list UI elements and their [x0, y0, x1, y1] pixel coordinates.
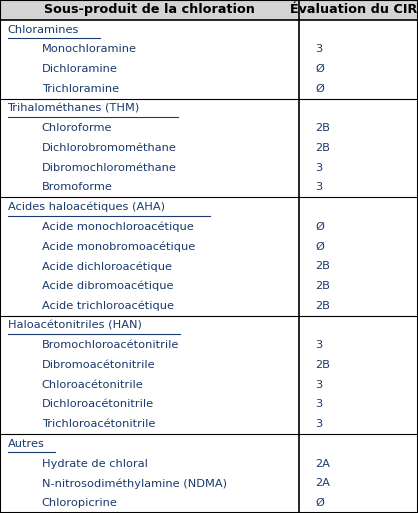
Bar [0, 375, 299, 394]
Bar [0, 40, 299, 59]
Bar [299, 434, 418, 454]
Bar [0, 454, 299, 473]
Text: 2B: 2B [316, 261, 331, 271]
Bar [0, 315, 299, 336]
Bar [299, 98, 418, 119]
Text: Monochloramine: Monochloramine [42, 44, 137, 54]
Bar [0, 415, 299, 434]
Text: Dichloroacétonitrile: Dichloroacétonitrile [42, 400, 154, 409]
Text: 3: 3 [316, 183, 323, 192]
Text: 3: 3 [316, 400, 323, 409]
Bar [0, 237, 299, 256]
Text: Bromochloroacétonitrile: Bromochloroacétonitrile [42, 340, 179, 350]
Text: 2A: 2A [316, 479, 331, 488]
Text: Acide dichloroacétique: Acide dichloroacétique [42, 261, 172, 271]
Text: Chloropicrine: Chloropicrine [42, 498, 118, 508]
Bar [299, 0, 418, 19]
Bar [0, 119, 299, 138]
Text: N-nitrosodiméthylamine (NDMA): N-nitrosodiméthylamine (NDMA) [42, 478, 227, 489]
Bar [299, 315, 418, 336]
Bar [0, 276, 299, 296]
Bar [299, 177, 418, 198]
Text: 2B: 2B [316, 360, 331, 370]
Bar [299, 336, 418, 355]
Bar [0, 0, 299, 19]
Text: Chloramines: Chloramines [8, 25, 79, 34]
Bar [299, 40, 418, 59]
Text: Autres: Autres [8, 439, 44, 449]
Bar [299, 394, 418, 415]
Bar [0, 494, 299, 513]
Text: 3: 3 [316, 44, 323, 54]
Bar [299, 375, 418, 394]
Text: Hydrate de chloral: Hydrate de chloral [42, 459, 148, 469]
Bar [299, 79, 418, 98]
Text: Haloacétonitriles (HAN): Haloacétonitriles (HAN) [8, 321, 141, 330]
Text: Chloroacétonitrile: Chloroacétonitrile [42, 380, 143, 390]
Bar [0, 355, 299, 375]
Text: Trichloroacétonitrile: Trichloroacétonitrile [42, 419, 155, 429]
Text: Ø: Ø [316, 498, 324, 508]
Text: 2B: 2B [316, 301, 331, 311]
Text: Ø: Ø [316, 64, 324, 74]
Bar [299, 138, 418, 158]
Text: 3: 3 [316, 163, 323, 173]
Bar [299, 415, 418, 434]
Bar [0, 473, 299, 494]
Bar [0, 177, 299, 198]
Text: Dibromochlorométhane: Dibromochlorométhane [42, 163, 177, 173]
Text: Sous-produit de la chloration: Sous-produit de la chloration [44, 4, 255, 16]
Text: Évaluation du CIRC: Évaluation du CIRC [290, 4, 418, 16]
Text: Chloroforme: Chloroforme [42, 123, 112, 133]
Bar [0, 79, 299, 98]
Bar [299, 19, 418, 40]
Text: Dichloramine: Dichloramine [42, 64, 118, 74]
Bar [299, 59, 418, 79]
Text: Bromoforme: Bromoforme [42, 183, 113, 192]
Bar [0, 256, 299, 276]
Bar [299, 494, 418, 513]
Text: Trihalométhanes (THM): Trihalométhanes (THM) [8, 104, 140, 113]
Bar [299, 237, 418, 256]
Bar [0, 296, 299, 315]
Text: Acide trichloroacétique: Acide trichloroacétique [42, 301, 174, 311]
Bar [0, 434, 299, 454]
Text: Acide monobromoacétique: Acide monobromoacétique [42, 242, 195, 252]
Bar [299, 198, 418, 217]
Bar [0, 19, 299, 40]
Text: 3: 3 [316, 419, 323, 429]
Bar [299, 276, 418, 296]
Text: 2B: 2B [316, 143, 331, 153]
Text: Ø: Ø [316, 84, 324, 94]
Bar [0, 98, 299, 119]
Bar [0, 217, 299, 237]
Bar [0, 158, 299, 177]
Bar [0, 59, 299, 79]
Text: Dichlorobromométhane: Dichlorobromométhane [42, 143, 177, 153]
Text: 2B: 2B [316, 281, 331, 291]
Text: Dibromoacétonitrile: Dibromoacétonitrile [42, 360, 155, 370]
Text: 2A: 2A [316, 459, 331, 469]
Bar [299, 217, 418, 237]
Text: 2B: 2B [316, 123, 331, 133]
Text: 3: 3 [316, 380, 323, 390]
Bar [0, 198, 299, 217]
Bar [299, 296, 418, 315]
Bar [0, 138, 299, 158]
Text: Acide dibromoacétique: Acide dibromoacétique [42, 281, 173, 291]
Bar [0, 336, 299, 355]
Text: Ø: Ø [316, 222, 324, 232]
Text: Trichloramine: Trichloramine [42, 84, 119, 94]
Text: Acide monochloroacétique: Acide monochloroacétique [42, 222, 194, 232]
Bar [299, 454, 418, 473]
Text: Ø: Ø [316, 242, 324, 252]
Bar [299, 355, 418, 375]
Bar [299, 158, 418, 177]
Bar [299, 119, 418, 138]
Text: Acides haloacétiques (AHA): Acides haloacétiques (AHA) [8, 202, 165, 212]
Bar [299, 473, 418, 494]
Bar [0, 394, 299, 415]
Text: 3: 3 [316, 340, 323, 350]
Bar [299, 256, 418, 276]
